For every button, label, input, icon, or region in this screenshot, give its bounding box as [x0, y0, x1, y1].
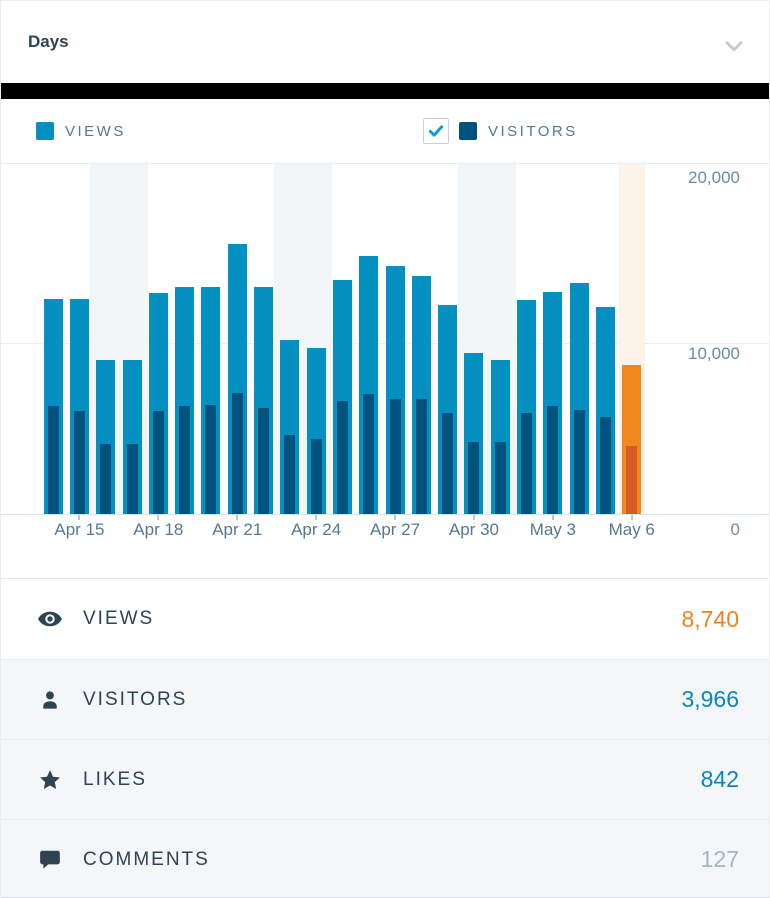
- visitors-bar[interactable]: [258, 408, 269, 514]
- gridline-10000: [1, 343, 769, 344]
- visitors-bar[interactable]: [231, 393, 243, 514]
- separator-bar: [1, 83, 769, 99]
- visitors-bar[interactable]: [494, 442, 506, 514]
- visitors-bar[interactable]: [599, 417, 611, 514]
- visitors-bar[interactable]: [336, 401, 348, 514]
- comments-row-label: COMMENTS: [83, 848, 210, 870]
- summary-row-comments[interactable]: COMMENTS 127: [1, 819, 769, 897]
- bar-chart: Apr 15 Apr 18 Apr 21 Apr 24 Apr 27 Apr 30 May …: [1, 163, 769, 578]
- visitors-bar[interactable]: [179, 406, 191, 514]
- visitors-bar[interactable]: [415, 399, 427, 514]
- chart-top-gridline: [1, 163, 769, 164]
- visitors-swatch: [459, 122, 477, 140]
- period-label: Days: [28, 32, 69, 51]
- likes-count: 842: [700, 766, 739, 792]
- visitors-bar[interactable]: [310, 439, 322, 514]
- x-axis-line: [1, 514, 769, 515]
- visitors-row-label: VISITORS: [83, 688, 188, 710]
- comments-count: 127: [700, 846, 739, 872]
- visitors-bar[interactable]: [284, 435, 296, 514]
- visitors-bar[interactable]: [73, 411, 85, 514]
- views-count: 8,740: [681, 605, 739, 632]
- x-axis-label: Apr 21: [212, 520, 263, 539]
- x-axis-tick: [630, 515, 633, 520]
- x-axis-label: Apr 24: [291, 520, 342, 539]
- summary-row-visitors[interactable]: VISITORS 3,966: [1, 659, 769, 739]
- x-axis-tick: [551, 515, 554, 520]
- summary-row-likes[interactable]: LIKES 842: [1, 739, 769, 819]
- legend-item-views: VIEWS: [36, 99, 126, 163]
- visitors-bar[interactable]: [389, 399, 401, 514]
- x-axis-label: Apr 27: [370, 520, 421, 539]
- comment-icon: [37, 847, 63, 873]
- legend-item-visitors: VISITORS: [423, 99, 578, 163]
- visitors-bar[interactable]: [442, 413, 454, 514]
- y-axis-label: 20,000: [688, 168, 740, 187]
- visitors-bar[interactable]: [573, 410, 585, 514]
- x-axis-tick: [157, 515, 160, 520]
- summary-row-views[interactable]: VIEWS 8,740: [1, 579, 769, 659]
- eye-icon: [37, 606, 63, 632]
- x-axis-tick: [394, 515, 397, 520]
- chevron-down-icon[interactable]: [721, 33, 747, 59]
- visitors-count: 3,966: [681, 686, 739, 712]
- visitors-legend-label: VISITORS: [488, 122, 578, 140]
- x-axis-label: May 6: [608, 520, 655, 539]
- x-axis-tick: [315, 515, 318, 520]
- visitors-bar[interactable]: [100, 444, 112, 514]
- visitors-bar[interactable]: [205, 405, 217, 514]
- star-icon: [37, 767, 63, 793]
- views-row-label: VIEWS: [83, 608, 155, 629]
- checkmark-icon: [428, 125, 444, 137]
- x-axis-label: Apr 30: [448, 520, 499, 539]
- stats-summary: VIEWS 8,740 VISITORS 3,966 LIKES 842 COM…: [1, 578, 769, 897]
- visitors-bar[interactable]: [626, 446, 638, 514]
- x-axis-tick: [472, 515, 475, 520]
- chart-legend: VIEWS VISITORS: [1, 99, 769, 163]
- y-axis-label: 10,000: [688, 344, 740, 363]
- y-axis-label: 0: [730, 520, 740, 539]
- visitors-bar[interactable]: [468, 442, 480, 514]
- visitors-bar[interactable]: [47, 406, 59, 514]
- visitors-bar[interactable]: [126, 444, 138, 514]
- x-axis-label: May 3: [529, 520, 576, 539]
- visitors-checkbox[interactable]: [423, 118, 449, 144]
- views-swatch: [36, 122, 54, 140]
- x-axis-label: Apr 15: [54, 520, 105, 539]
- views-legend-label: VIEWS: [65, 122, 126, 140]
- visitors-bar[interactable]: [521, 413, 532, 514]
- person-icon: [37, 687, 63, 713]
- visitors-bar[interactable]: [363, 394, 375, 514]
- visitors-bar[interactable]: [547, 406, 559, 514]
- likes-row-label: LIKES: [83, 768, 147, 790]
- x-axis-tick: [78, 515, 81, 520]
- period-selector[interactable]: Days: [1, 1, 769, 83]
- visitors-bar[interactable]: [152, 411, 164, 514]
- x-axis-tick: [236, 515, 239, 520]
- x-axis-label: Apr 18: [133, 520, 184, 539]
